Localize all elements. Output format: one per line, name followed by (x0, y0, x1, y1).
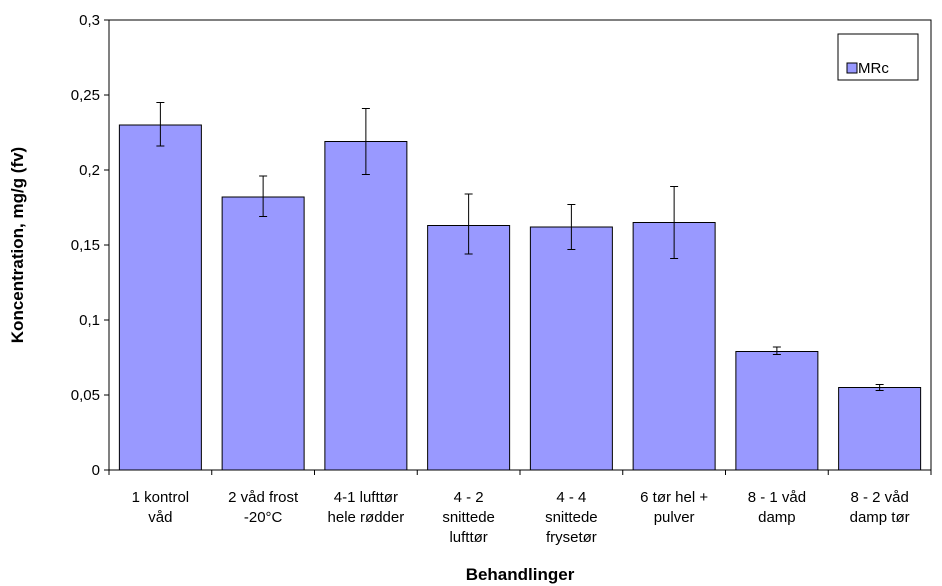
bar (427, 225, 511, 471)
y-tick-label: 0,05 (71, 387, 100, 404)
bar (529, 226, 613, 471)
y-tick-label: 0,2 (79, 162, 100, 179)
x-axis-ticks (108, 470, 932, 475)
x-tick-label: 8 - 1 våd damp (748, 489, 806, 526)
x-axis-title: Behandlinger (466, 565, 575, 584)
bar (324, 141, 408, 471)
y-axis-title: Koncentration, mg/g (fv) (8, 147, 27, 343)
bar (632, 222, 716, 471)
bar (838, 387, 922, 471)
x-tick-label: 8 - 2 våd damp tør (850, 489, 910, 526)
x-tick-label: 4 - 4 snittede frysetør (545, 489, 598, 546)
category-labels: 1 kontrol våd 2 våd frost -20°C 4-1 lufttør h… (132, 489, 910, 546)
legend-swatch (846, 62, 858, 74)
x-tick-label: 6 tør hel + pulver (640, 489, 708, 526)
bars (118, 124, 922, 471)
y-tick-label: 0,25 (71, 87, 100, 104)
bar (221, 196, 305, 471)
x-tick-label: 1 kontrol våd (132, 489, 190, 526)
legend: MRc (837, 33, 919, 81)
y-tick-label: 0,15 (71, 237, 100, 254)
bar (118, 124, 202, 471)
x-tick-label: 4-1 lufttør hele rødder (328, 489, 405, 526)
legend-label: MRc (858, 60, 889, 77)
x-tick-label: 2 våd frost -20°C (228, 489, 299, 526)
bar (735, 351, 819, 471)
y-tick-label: 0,3 (79, 12, 100, 29)
y-tick-label: 0 (92, 462, 100, 479)
y-tick-label: 0,1 (79, 312, 100, 329)
x-tick-label: 4 - 2 snittede lufttør (442, 489, 495, 546)
y-axis-ticks: 0 0,05 0,1 0,15 0,2 0,25 0,3 (71, 12, 109, 479)
error-bars (156, 102, 884, 391)
